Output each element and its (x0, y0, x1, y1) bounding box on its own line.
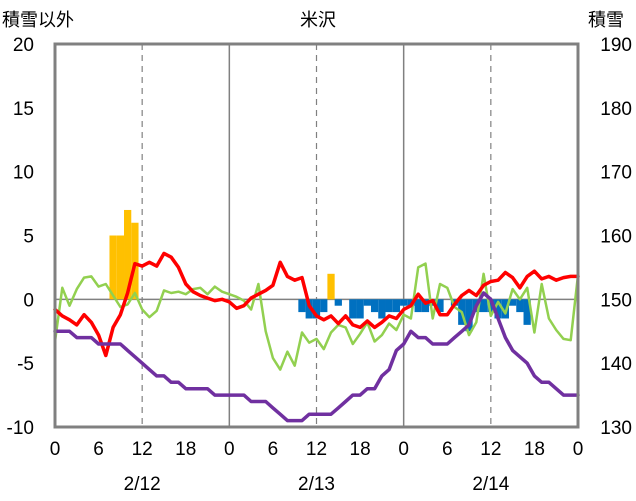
left-tick-label: 0 (23, 290, 34, 311)
snowfall-bar (109, 235, 117, 300)
chart-title: 米沢 (300, 10, 336, 31)
left-tick-label: -5 (17, 354, 34, 375)
right-tick-label: 160 (600, 227, 632, 248)
snow-decrease-bar (363, 299, 371, 306)
x-tick-label: 0 (224, 439, 235, 460)
snow-decrease-bar (298, 299, 306, 313)
right-tick-label: 190 (600, 35, 632, 56)
x-tick-label: 18 (350, 439, 371, 460)
right-tick-label: 180 (600, 99, 632, 120)
snow-decrease-bar (487, 299, 495, 313)
snow-decrease-bar (349, 299, 357, 319)
snow-decrease-bar (370, 299, 379, 313)
snowfall-bar (131, 222, 139, 300)
snow-decrease-bar (508, 299, 517, 306)
snowfall-bar (124, 209, 132, 300)
left-tick-label: 10 (13, 163, 34, 184)
snow-decrease-bar (421, 299, 430, 313)
bar-series (109, 209, 531, 332)
snow-decrease-bar (356, 299, 364, 319)
day-label: 2/13 (298, 474, 335, 495)
left-tick-label: -10 (7, 418, 34, 439)
x-tick-label: 0 (398, 439, 409, 460)
snow-decrease-bar (392, 299, 401, 313)
snow-decrease-bar (436, 299, 444, 313)
snow-decrease-bar (378, 299, 386, 319)
snow-decrease-bar (400, 299, 408, 306)
left-tick-label: 5 (23, 227, 34, 248)
snow-decrease-bar (465, 299, 473, 332)
snow-decrease-bar (320, 299, 328, 313)
line-series (53, 251, 580, 423)
right-tick-label: 130 (600, 418, 632, 439)
snow-decrease-bar (501, 299, 509, 319)
snow-decrease-bar (479, 299, 488, 313)
right-axis-title: 積雪 (588, 10, 624, 31)
left-tick-label: 15 (13, 99, 34, 120)
x-tick-label: 12 (306, 439, 327, 460)
plot-frame (53, 42, 580, 429)
x-tick-label: 12 (480, 439, 501, 460)
x-tick-label: 12 (132, 439, 153, 460)
day-label: 2/12 (124, 474, 161, 495)
snow-decrease-bar (334, 299, 342, 306)
x-axis-ticks: 0 6 12 18 0 6 12 18 0 6 12 18 0 (50, 439, 584, 460)
snow-decrease-bar (516, 299, 524, 313)
x-tick-label: 6 (442, 439, 453, 460)
left-axis-title: 積雪以外 (2, 10, 74, 31)
right-axis-ticks: 190 180 170 160 150 140 130 (600, 35, 632, 439)
x-tick-label: 0 (50, 439, 61, 460)
left-axis-ticks: 20 15 10 5 0 -5 -10 (7, 35, 34, 439)
x-tick-label: 6 (268, 439, 279, 460)
snow-decrease-bar (414, 299, 422, 313)
left-tick-label: 20 (13, 35, 34, 56)
snow-decrease-bar (305, 299, 313, 319)
snowfall-bar (116, 235, 125, 300)
snowfall-bar (327, 273, 335, 300)
x-tick-label: 18 (175, 439, 196, 460)
day-labels: 2/12 2/13 2/14 (124, 474, 510, 495)
snow-decrease-bar (312, 299, 321, 319)
green-series-line (53, 262, 580, 371)
right-tick-label: 140 (600, 354, 632, 375)
x-tick-label: 0 (573, 439, 584, 460)
right-tick-label: 170 (600, 163, 632, 184)
x-tick-label: 6 (93, 439, 104, 460)
day-label: 2/14 (472, 474, 509, 495)
snow-decrease-bar (385, 299, 393, 313)
x-tick-label: 18 (524, 439, 545, 460)
snow-decrease-bar (494, 299, 502, 319)
red-series-line (53, 251, 580, 358)
purple-series-line (53, 291, 580, 423)
right-tick-label: 150 (600, 290, 632, 311)
snow-decrease-bar (523, 299, 531, 325)
